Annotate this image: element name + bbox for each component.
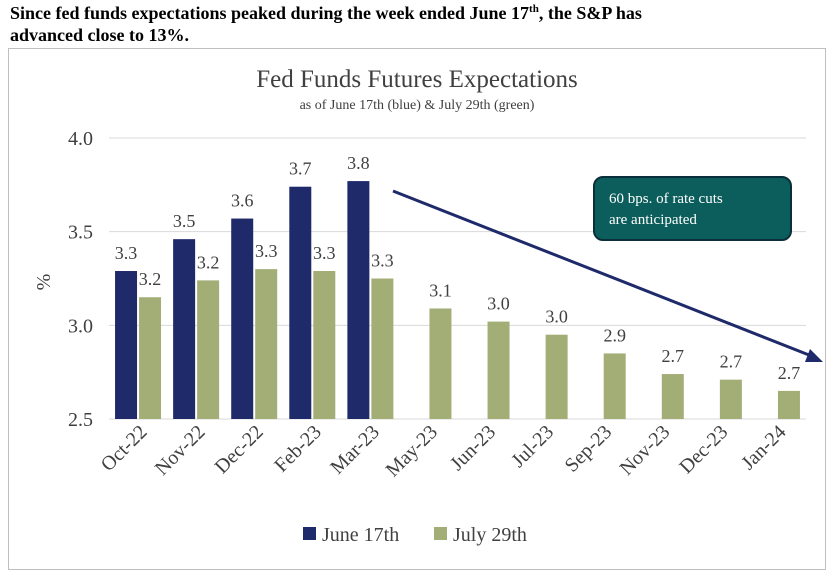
legend-swatch-june — [303, 527, 316, 540]
legend-label-july: July 29th — [453, 524, 527, 546]
data-label: 3.3 — [115, 243, 138, 263]
bar-july — [255, 269, 278, 419]
y-tick-label: 3.5 — [68, 222, 93, 244]
x-tick-label: Dec-23 — [675, 421, 732, 478]
x-tick-label: Jul-23 — [507, 421, 558, 472]
data-label: 2.7 — [778, 363, 801, 383]
y-tick-label: 2.5 — [68, 409, 93, 431]
headline-superscript: th — [529, 3, 539, 15]
chart-subtitle: as of June 17th (blue) & July 29th (gree… — [300, 98, 535, 113]
bar-july — [603, 353, 626, 419]
x-tick-label: Feb-23 — [270, 421, 326, 477]
data-label: 3.2 — [197, 252, 220, 272]
trend-arrow-line — [392, 189, 810, 357]
x-tick-label: May-23 — [382, 421, 442, 481]
x-tick-label: Oct-22 — [97, 421, 152, 476]
headline-line-1: Since fed funds expectations peaked duri… — [10, 2, 825, 24]
callout-box: 60 bps. of rate cuts are anticipated — [593, 176, 792, 241]
legend-label-june: June 17th — [322, 524, 399, 546]
trend-arrow — [392, 189, 823, 362]
x-tick-label: Jan-24 — [737, 421, 790, 474]
x-tick-label: Nov-22 — [151, 421, 210, 480]
headline: Since fed funds expectations peaked duri… — [10, 2, 825, 46]
fed-funds-chart: Fed Funds Futures Expectations as of Jun… — [33, 66, 823, 546]
data-label: 3.0 — [487, 294, 510, 314]
bar-july — [487, 321, 510, 419]
bar-june — [173, 239, 196, 419]
x-tick-label: Nov-23 — [616, 421, 675, 480]
trend-arrowhead — [805, 349, 823, 362]
legend-swatch-july — [434, 527, 447, 540]
data-label: 3.6 — [231, 191, 254, 211]
callout-rect — [593, 176, 792, 241]
x-tick-label: Mar-23 — [326, 421, 384, 479]
grid-lines — [109, 137, 806, 420]
headline-line-2: advanced close to 13%. — [10, 25, 189, 45]
data-label: 3.5 — [173, 211, 196, 231]
bar-june — [115, 271, 138, 419]
data-labels: 3.33.53.63.7 3.83.23.23.3 3.3 3.33.13.03.02… — [115, 153, 800, 383]
bar-june — [347, 181, 370, 419]
data-label: 2.9 — [603, 325, 626, 345]
bar-july — [777, 390, 800, 419]
bar-july — [661, 374, 684, 419]
bar-july — [429, 308, 452, 419]
data-label: 3.3 — [313, 243, 336, 263]
data-label: 3.1 — [429, 280, 452, 300]
y-tick-label: 4.0 — [68, 128, 93, 150]
x-tick-label: Sep-23 — [561, 421, 617, 477]
data-label: 3.7 — [289, 159, 312, 179]
data-label: 3.3 — [371, 251, 394, 271]
y-tick-label: 3.0 — [68, 315, 93, 337]
data-label: 3.2 — [139, 269, 162, 289]
headline-text-2: , the S&P has — [538, 3, 642, 23]
bar-june — [231, 218, 254, 419]
chart-frame: Fed Funds Futures Expectations as of Jun… — [8, 48, 826, 570]
bars — [115, 181, 800, 419]
x-tick-label: Dec-22 — [211, 421, 268, 478]
chart-title: Fed Funds Futures Expectations — [256, 66, 578, 93]
callout-line-1: 60 bps. of rate cuts — [609, 191, 723, 207]
data-label: 3.0 — [545, 307, 568, 327]
bar-july — [719, 379, 742, 419]
bar-july — [197, 280, 220, 419]
bar-june — [289, 186, 312, 419]
bar-july — [371, 278, 394, 419]
bar-july — [313, 271, 336, 419]
bar-july — [545, 334, 568, 419]
data-label: 3.8 — [347, 153, 370, 173]
y-axis-label: % — [33, 274, 55, 291]
callout-line-2: are anticipated — [609, 212, 697, 228]
x-tick-label: Jun-23 — [446, 421, 500, 475]
bar-july — [139, 297, 162, 419]
headline-text-1: Since fed funds expectations peaked duri… — [10, 3, 530, 23]
data-label: 3.3 — [255, 241, 278, 261]
legend: June 17th July 29th — [303, 524, 527, 546]
y-tick-labels: 2.5 3.0 3.5 4.0 — [68, 128, 93, 431]
data-label: 2.7 — [662, 346, 685, 366]
data-label: 2.7 — [720, 352, 743, 372]
